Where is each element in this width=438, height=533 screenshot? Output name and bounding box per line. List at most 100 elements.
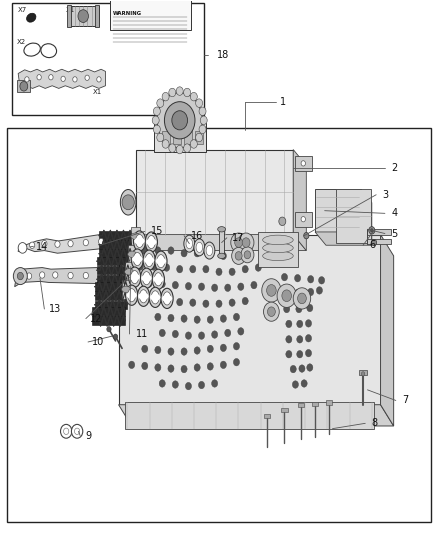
Circle shape xyxy=(242,297,248,305)
Circle shape xyxy=(207,249,213,257)
Bar xyxy=(315,189,361,232)
Ellipse shape xyxy=(24,43,40,56)
Circle shape xyxy=(146,280,152,287)
Circle shape xyxy=(216,300,222,308)
Ellipse shape xyxy=(150,294,160,301)
Circle shape xyxy=(25,77,29,82)
Circle shape xyxy=(297,351,303,358)
Bar xyxy=(136,150,293,235)
Circle shape xyxy=(198,283,205,290)
Circle shape xyxy=(241,247,254,263)
Circle shape xyxy=(159,280,165,288)
Circle shape xyxy=(279,217,286,225)
Circle shape xyxy=(307,288,314,296)
Ellipse shape xyxy=(196,243,203,253)
Circle shape xyxy=(163,264,170,271)
Text: X7: X7 xyxy=(18,7,28,13)
Bar xyxy=(122,280,131,299)
Circle shape xyxy=(153,125,160,134)
Circle shape xyxy=(191,140,197,148)
Circle shape xyxy=(235,238,243,247)
Circle shape xyxy=(203,265,209,273)
Bar xyxy=(219,229,224,256)
Circle shape xyxy=(138,263,144,270)
Circle shape xyxy=(233,359,240,366)
Circle shape xyxy=(150,296,156,304)
Circle shape xyxy=(194,249,200,257)
Circle shape xyxy=(17,272,23,280)
Bar xyxy=(95,292,127,300)
Circle shape xyxy=(305,320,311,327)
Circle shape xyxy=(29,242,35,248)
Circle shape xyxy=(267,285,276,296)
Circle shape xyxy=(78,10,88,22)
Ellipse shape xyxy=(156,257,166,265)
Text: 10: 10 xyxy=(92,337,105,347)
Ellipse shape xyxy=(186,239,193,249)
Circle shape xyxy=(307,364,313,371)
Ellipse shape xyxy=(126,285,138,305)
Circle shape xyxy=(286,336,292,343)
Text: 14: 14 xyxy=(35,242,48,252)
Polygon shape xyxy=(136,235,306,251)
Circle shape xyxy=(181,249,187,257)
Circle shape xyxy=(293,288,311,309)
Circle shape xyxy=(122,195,134,209)
Ellipse shape xyxy=(161,288,173,309)
Bar xyxy=(110,0,191,30)
Circle shape xyxy=(225,329,231,337)
Circle shape xyxy=(185,282,191,290)
Circle shape xyxy=(99,238,104,245)
Circle shape xyxy=(290,366,296,373)
Text: X1: X1 xyxy=(92,89,102,95)
Circle shape xyxy=(181,366,187,373)
Circle shape xyxy=(229,268,235,276)
Circle shape xyxy=(294,289,300,297)
Circle shape xyxy=(181,348,187,356)
Circle shape xyxy=(301,379,307,387)
Circle shape xyxy=(277,284,296,308)
Circle shape xyxy=(235,252,242,260)
Circle shape xyxy=(225,284,231,292)
Circle shape xyxy=(305,335,311,342)
Circle shape xyxy=(53,272,58,278)
Ellipse shape xyxy=(134,231,146,251)
Circle shape xyxy=(150,263,156,270)
Ellipse shape xyxy=(162,295,172,302)
Circle shape xyxy=(71,424,83,438)
Circle shape xyxy=(190,299,196,306)
Bar xyxy=(119,235,381,405)
Bar xyxy=(95,5,99,27)
Ellipse shape xyxy=(141,268,152,288)
Polygon shape xyxy=(18,233,114,253)
Circle shape xyxy=(162,92,169,101)
Circle shape xyxy=(159,379,165,387)
Circle shape xyxy=(255,264,261,271)
Circle shape xyxy=(318,277,325,284)
Bar xyxy=(173,131,181,144)
Circle shape xyxy=(190,265,196,273)
Circle shape xyxy=(168,365,174,372)
Circle shape xyxy=(242,265,248,273)
Circle shape xyxy=(168,314,174,322)
Circle shape xyxy=(305,350,311,357)
Circle shape xyxy=(268,307,276,317)
Bar xyxy=(12,3,204,115)
Circle shape xyxy=(220,361,226,368)
Text: 2: 2 xyxy=(392,163,398,173)
Circle shape xyxy=(181,315,187,322)
Ellipse shape xyxy=(153,276,163,283)
Ellipse shape xyxy=(145,254,153,266)
Bar xyxy=(131,227,140,246)
Circle shape xyxy=(176,146,183,154)
Circle shape xyxy=(129,361,135,368)
Text: 8: 8 xyxy=(372,418,378,429)
Circle shape xyxy=(301,161,305,166)
Circle shape xyxy=(185,382,191,390)
Ellipse shape xyxy=(129,267,141,287)
Text: 16: 16 xyxy=(191,231,203,241)
Text: 13: 13 xyxy=(49,304,61,314)
Bar xyxy=(92,317,125,325)
Ellipse shape xyxy=(157,255,165,268)
Polygon shape xyxy=(119,405,394,426)
